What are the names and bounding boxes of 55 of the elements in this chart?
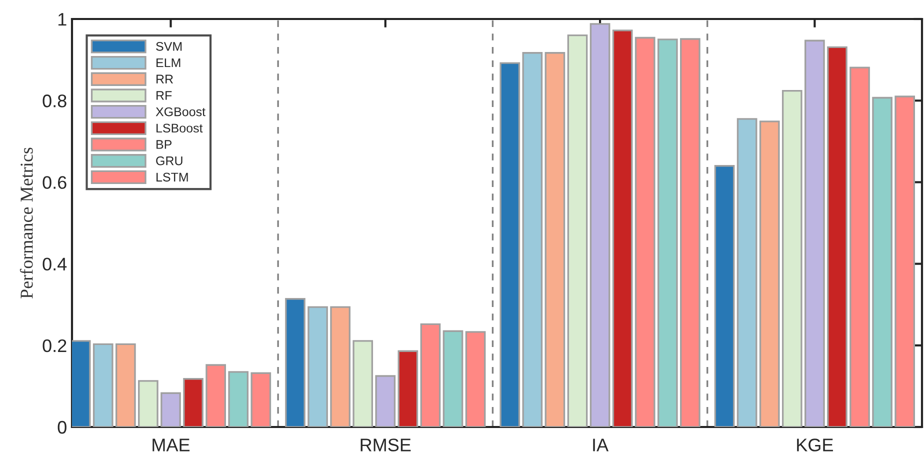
- bar: [183, 378, 204, 427]
- bar: [827, 46, 848, 427]
- legend-label: LSBoost: [156, 124, 203, 133]
- bar: [420, 323, 441, 427]
- legend-label: RR: [156, 74, 173, 84]
- bar: [657, 38, 678, 427]
- bar: [782, 90, 802, 427]
- legend-label: LSTM: [156, 172, 188, 182]
- bar: [160, 392, 181, 427]
- bar: [398, 350, 418, 427]
- legend-label: BP: [156, 140, 172, 149]
- y-axis-title: Performance Metrics: [20, 148, 33, 298]
- bar: [894, 96, 915, 427]
- bar: [285, 298, 306, 427]
- legend-label: RF: [156, 91, 172, 100]
- x-tick-label: RMSE: [360, 438, 411, 452]
- bar: [115, 343, 136, 427]
- y-tick-label: 0.8: [42, 94, 66, 108]
- bar: [522, 52, 543, 427]
- bar: [375, 375, 396, 427]
- legend-label: GRU: [156, 156, 182, 166]
- y-tick-label: 0.6: [42, 176, 66, 189]
- bar: [612, 30, 633, 427]
- bar: [714, 165, 735, 427]
- bar: [590, 23, 610, 427]
- y-tick-label: 0: [58, 420, 66, 434]
- bar: [228, 371, 249, 427]
- bar: [500, 62, 520, 427]
- bar: [544, 52, 566, 427]
- bar: [250, 372, 272, 427]
- bar: [206, 364, 226, 427]
- bar: [442, 330, 464, 427]
- bar: [759, 120, 780, 427]
- bar: [680, 38, 700, 427]
- legend-label: ELM: [156, 58, 180, 68]
- bar: [736, 118, 758, 427]
- y-tick-label: 1: [58, 13, 66, 26]
- bar: [872, 96, 892, 427]
- bar: [352, 340, 374, 427]
- bar: [308, 306, 328, 427]
- bar: [634, 36, 656, 427]
- bar: [465, 331, 486, 427]
- x-tick-label: IA: [593, 438, 609, 452]
- bar: [850, 66, 870, 427]
- bar: [330, 306, 350, 427]
- y-tick-label: 0.4: [42, 258, 67, 271]
- legend-label: XGBoost: [156, 107, 206, 116]
- bar: [92, 343, 114, 427]
- legend-label: SVM: [156, 42, 182, 51]
- x-tick-label: MAE: [152, 438, 190, 452]
- bar: [138, 380, 158, 427]
- bar: [804, 40, 825, 427]
- y-tick-label: 0.2: [42, 339, 66, 352]
- x-tick-label: KGE: [797, 438, 833, 452]
- bar: [567, 34, 588, 427]
